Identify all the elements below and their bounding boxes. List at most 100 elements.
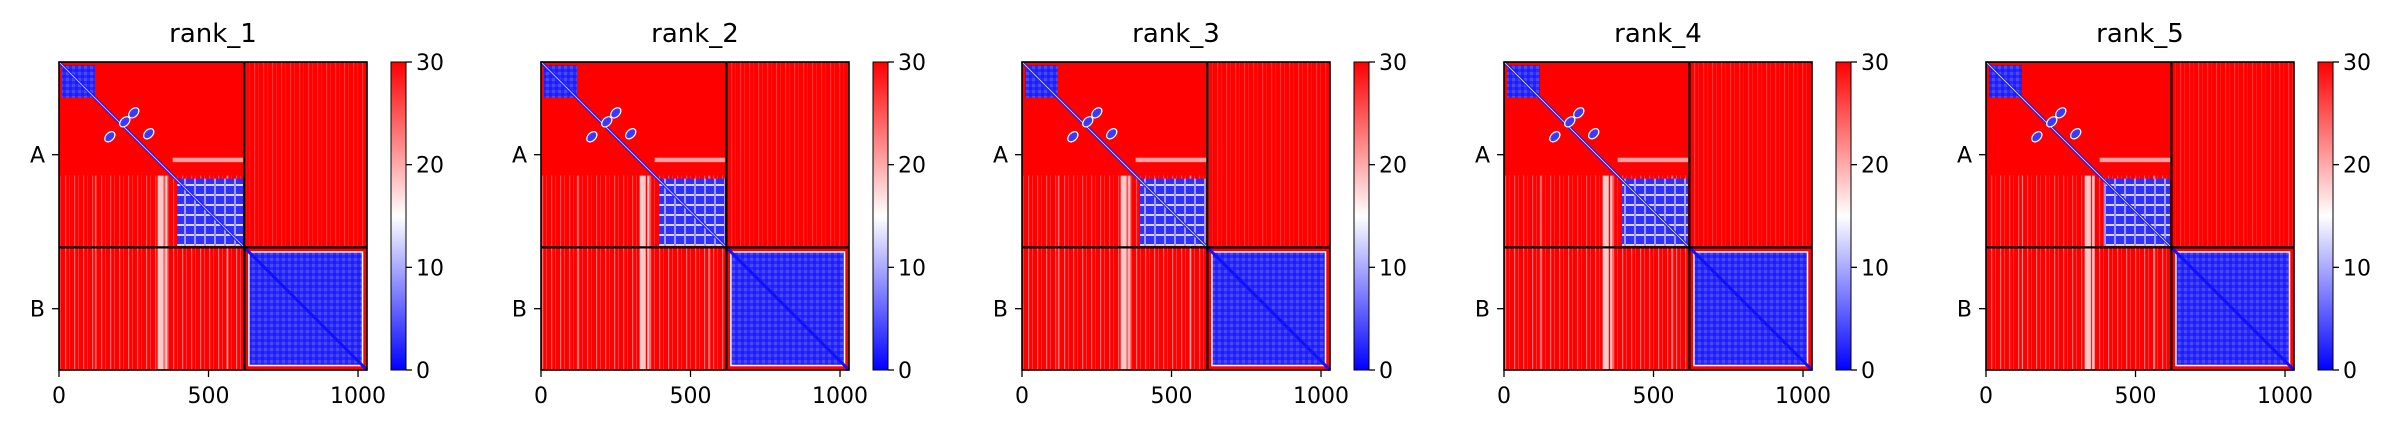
heatmap-blob: [1082, 116, 1094, 128]
heatmap-diagonal-highlight: [540, 61, 727, 248]
heatmap-blob: [1106, 128, 1118, 140]
heatmap-block-b-edge: [2175, 251, 2291, 367]
heatmap-band: [1602, 175, 1609, 370]
colorbar-tick-label: 0: [898, 359, 912, 384]
x-tick-label: 1000: [1293, 384, 1349, 409]
heatmap-diagonal-highlight: [58, 61, 245, 248]
chain-label: A: [512, 144, 527, 169]
heatmap-block-b-edge: [248, 251, 364, 367]
heatmap-block-b-edge: [1211, 251, 1327, 367]
colorbar: [872, 61, 889, 371]
x-tick-label: 0: [534, 384, 548, 409]
panel-title: rank_5: [2096, 19, 2184, 49]
panel-1: rank_1 0 500 1000 A B 0 10 20 30: [30, 19, 444, 409]
heatmap-blob: [119, 116, 131, 128]
chain-label: B: [1475, 298, 1490, 323]
heatmap-region-ba: [1504, 247, 1690, 370]
colorbar-tick-label: 10: [1379, 256, 1407, 281]
heatmap-band: [157, 175, 164, 370]
heatmap-region-ab: [1207, 62, 1330, 248]
x-tick-label: 1000: [2257, 384, 2313, 409]
x-tick-label: 500: [1151, 384, 1193, 409]
chain-label: A: [1475, 144, 1490, 169]
colorbar: [1353, 61, 1370, 371]
heatmap-band: [647, 175, 650, 370]
heatmap-diagonal-highlight: [1985, 61, 2172, 248]
x-tick-label: 1000: [330, 384, 386, 409]
heatmap-region-ab: [2171, 62, 2294, 248]
heatmap-region-ab: [726, 62, 849, 248]
heatmap-band: [2092, 175, 2095, 370]
heatmap-blob: [1067, 131, 1079, 143]
heatmap-band: [576, 175, 579, 370]
x-tick-label: 500: [1633, 384, 1675, 409]
heatmap-diagonal-highlight: [1503, 61, 1690, 248]
chain-label: A: [30, 144, 45, 169]
x-tick-label: 500: [2115, 384, 2157, 409]
plot-frame: [58, 61, 368, 371]
panel-title: rank_2: [651, 19, 739, 49]
colorbar-tick-label: 0: [2343, 359, 2357, 384]
chain-label: B: [993, 298, 1008, 323]
plot-frame: [540, 61, 850, 371]
heatmap-region-ba: [541, 247, 727, 370]
colorbar-tick-label: 10: [416, 256, 444, 281]
heatmap-band: [1120, 175, 1127, 370]
heatmap-blob: [1549, 131, 1561, 143]
heatmap-blob: [601, 116, 613, 128]
heatmap-blob: [1588, 128, 1600, 140]
heatmap-band: [172, 157, 245, 163]
colorbar-tick-label: 20: [1379, 154, 1407, 179]
panel-title: rank_1: [169, 19, 257, 49]
heatmap-band: [2084, 175, 2091, 370]
heatmap-blob: [586, 131, 598, 143]
colorbar-tick-label: 20: [416, 154, 444, 179]
colorbar-tick-label: 0: [1379, 359, 1393, 384]
heatmap-band: [1135, 157, 1208, 163]
x-tick-label: 0: [52, 384, 66, 409]
panel-5: rank_5 0 500 1000 A B 0 10 20 30: [1957, 19, 2371, 409]
chain-label: A: [1957, 144, 1972, 169]
heatmap-blob: [1564, 116, 1576, 128]
heatmap-region-ab: [1689, 62, 1812, 248]
colorbar-tick-label: 30: [1861, 51, 1889, 76]
heatmap-blob: [143, 128, 155, 140]
chain-label: B: [30, 298, 45, 323]
colorbar-tick-label: 10: [2343, 256, 2371, 281]
heatmap-blob: [1091, 107, 1103, 119]
x-tick-label: 500: [188, 384, 230, 409]
heatmap-band: [1671, 175, 1674, 370]
heatmap-band: [2021, 175, 2024, 370]
colorbar-tick-label: 0: [416, 359, 430, 384]
colorbar-tick-label: 10: [898, 256, 926, 281]
heatmap-band: [226, 175, 229, 370]
panel-title: rank_4: [1614, 19, 1702, 49]
heatmap-blob: [625, 128, 637, 140]
colorbar-tick-label: 20: [1861, 154, 1889, 179]
colorbar-tick-label: 0: [1861, 359, 1875, 384]
heatmap-band: [1057, 175, 1060, 370]
heatmap-region-ba: [1986, 247, 2172, 370]
heatmap-band: [94, 175, 97, 370]
heatmap-band: [1617, 157, 1690, 163]
heatmap-band: [1189, 175, 1192, 370]
x-tick-label: 0: [1497, 384, 1511, 409]
heatmap-blob: [2055, 107, 2067, 119]
heatmap-blob: [1573, 107, 1585, 119]
heatmap-region-ba: [59, 247, 245, 370]
chain-label: A: [993, 144, 1008, 169]
colorbar-tick-label: 10: [1861, 256, 1889, 281]
heatmap-blob: [104, 131, 116, 143]
x-tick-label: 0: [1979, 384, 1993, 409]
colorbar-tick-label: 20: [2343, 154, 2371, 179]
heatmap-band: [639, 175, 646, 370]
heatmap-band: [2153, 175, 2156, 370]
heatmap-blob: [128, 107, 140, 119]
heatmap-blob: [2031, 131, 2043, 143]
colorbar-tick-label: 30: [1379, 51, 1407, 76]
heatmap-diagonal-highlight: [1021, 61, 1208, 248]
heatmap-block-b-edge: [1693, 251, 1809, 367]
colorbar: [1835, 61, 1852, 371]
panel-3: rank_3 0 500 1000 A B 0 10 20 30: [993, 19, 1407, 409]
